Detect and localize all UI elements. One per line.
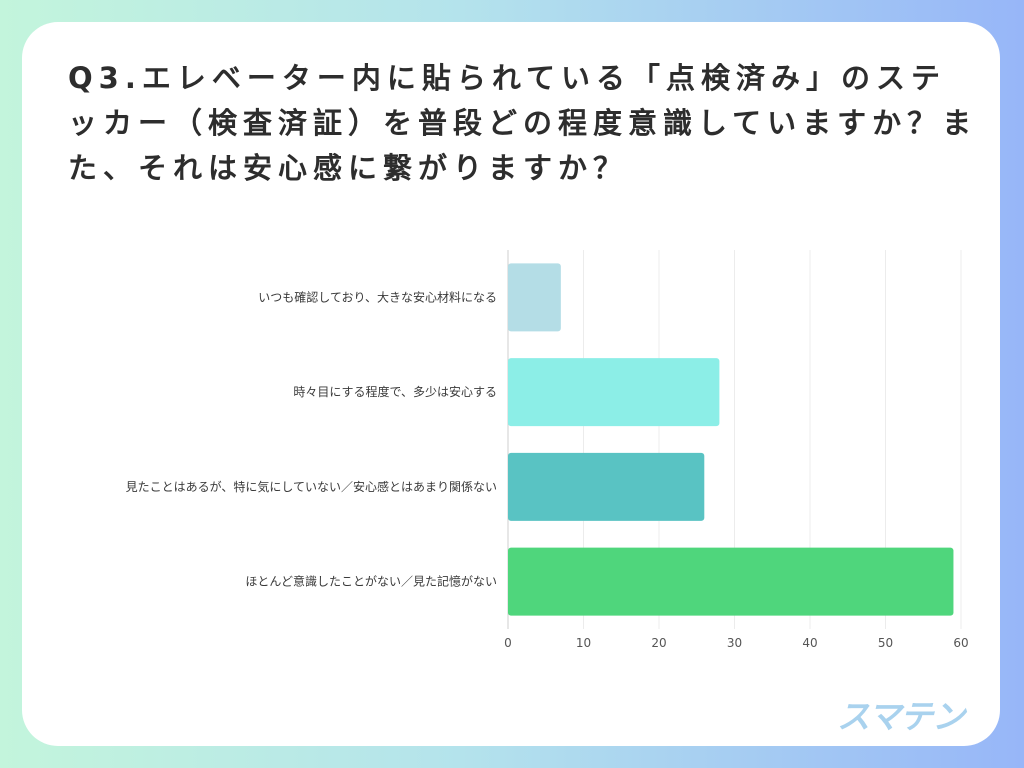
category-label: 時々目にする程度で、多少は安心する xyxy=(293,384,497,399)
bar xyxy=(508,358,720,427)
x-tick-label: 0 xyxy=(504,636,512,650)
bar-chart: 0 10 20 30 40 50 60 いつも確認しており、大きな安心材料になる時々目にする程… xyxy=(126,250,969,650)
category-label: いつも確認しており、大きな安心材料になる xyxy=(258,289,497,304)
x-tick-label: 60 xyxy=(953,636,968,650)
bar xyxy=(508,263,561,332)
category-label: ほとんど意識したことがない／見た記憶がない xyxy=(245,574,497,589)
brand-logo: スマテン xyxy=(837,697,965,736)
chart-card: Q3.エレベーター内に貼られている「点検済み」のステッカー（検査済証）を普段どの… xyxy=(22,22,1000,746)
x-tick-label: 10 xyxy=(576,636,591,650)
category-label: 見たことはあるが、特に気にしていない／安心感とはあまり関係ない xyxy=(126,479,497,494)
bar xyxy=(508,547,954,616)
x-tick-label: 30 xyxy=(727,636,742,650)
question-title: Q3.エレベーター内に貼られている「点検済み」のステッカー（検査済証）を普段どの… xyxy=(68,61,978,185)
x-tick-label: 20 xyxy=(651,636,666,650)
x-tick-label: 50 xyxy=(878,636,893,650)
x-tick-label: 40 xyxy=(802,636,817,650)
bar xyxy=(508,452,705,521)
